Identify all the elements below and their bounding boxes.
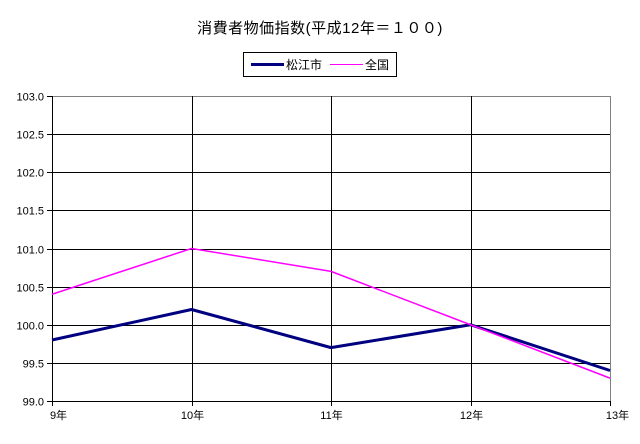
series-line-0 bbox=[51, 308, 611, 372]
legend-label-zenkoku: 全国 bbox=[365, 58, 390, 72]
x-tick-label: 10年 bbox=[181, 408, 204, 422]
zenkoku-line-swatch-icon bbox=[330, 63, 363, 66]
y-tick-label: 102.0 bbox=[16, 168, 44, 180]
legend-item-matsue: 松江市 bbox=[250, 56, 322, 73]
y-tick-label: 100.0 bbox=[16, 321, 44, 333]
matsue-line-swatch-icon bbox=[250, 63, 284, 66]
x-tick-label: 13年 bbox=[606, 408, 629, 422]
x-tick-label: 12年 bbox=[460, 408, 483, 422]
series-line-1 bbox=[51, 247, 611, 379]
x-tick-label: 9年 bbox=[50, 408, 67, 422]
y-tick-label: 101.0 bbox=[16, 245, 44, 257]
y-tick-label: 99.0 bbox=[23, 397, 44, 409]
legend: 松江市 全国 bbox=[242, 52, 398, 77]
y-tick-label: 101.5 bbox=[16, 206, 44, 218]
x-tick-label: 11年 bbox=[320, 408, 342, 422]
y-tick-label: 102.5 bbox=[16, 130, 44, 142]
legend-label-matsue: 松江市 bbox=[285, 58, 322, 72]
y-tick-label: 99.5 bbox=[23, 359, 44, 371]
y-tick-label: 103.0 bbox=[16, 92, 44, 104]
y-tick-label: 100.5 bbox=[16, 283, 44, 295]
chart-title: 消費者物価指数(平成12年＝１００) bbox=[197, 20, 443, 37]
legend-item-zenkoku: 全国 bbox=[330, 56, 389, 73]
